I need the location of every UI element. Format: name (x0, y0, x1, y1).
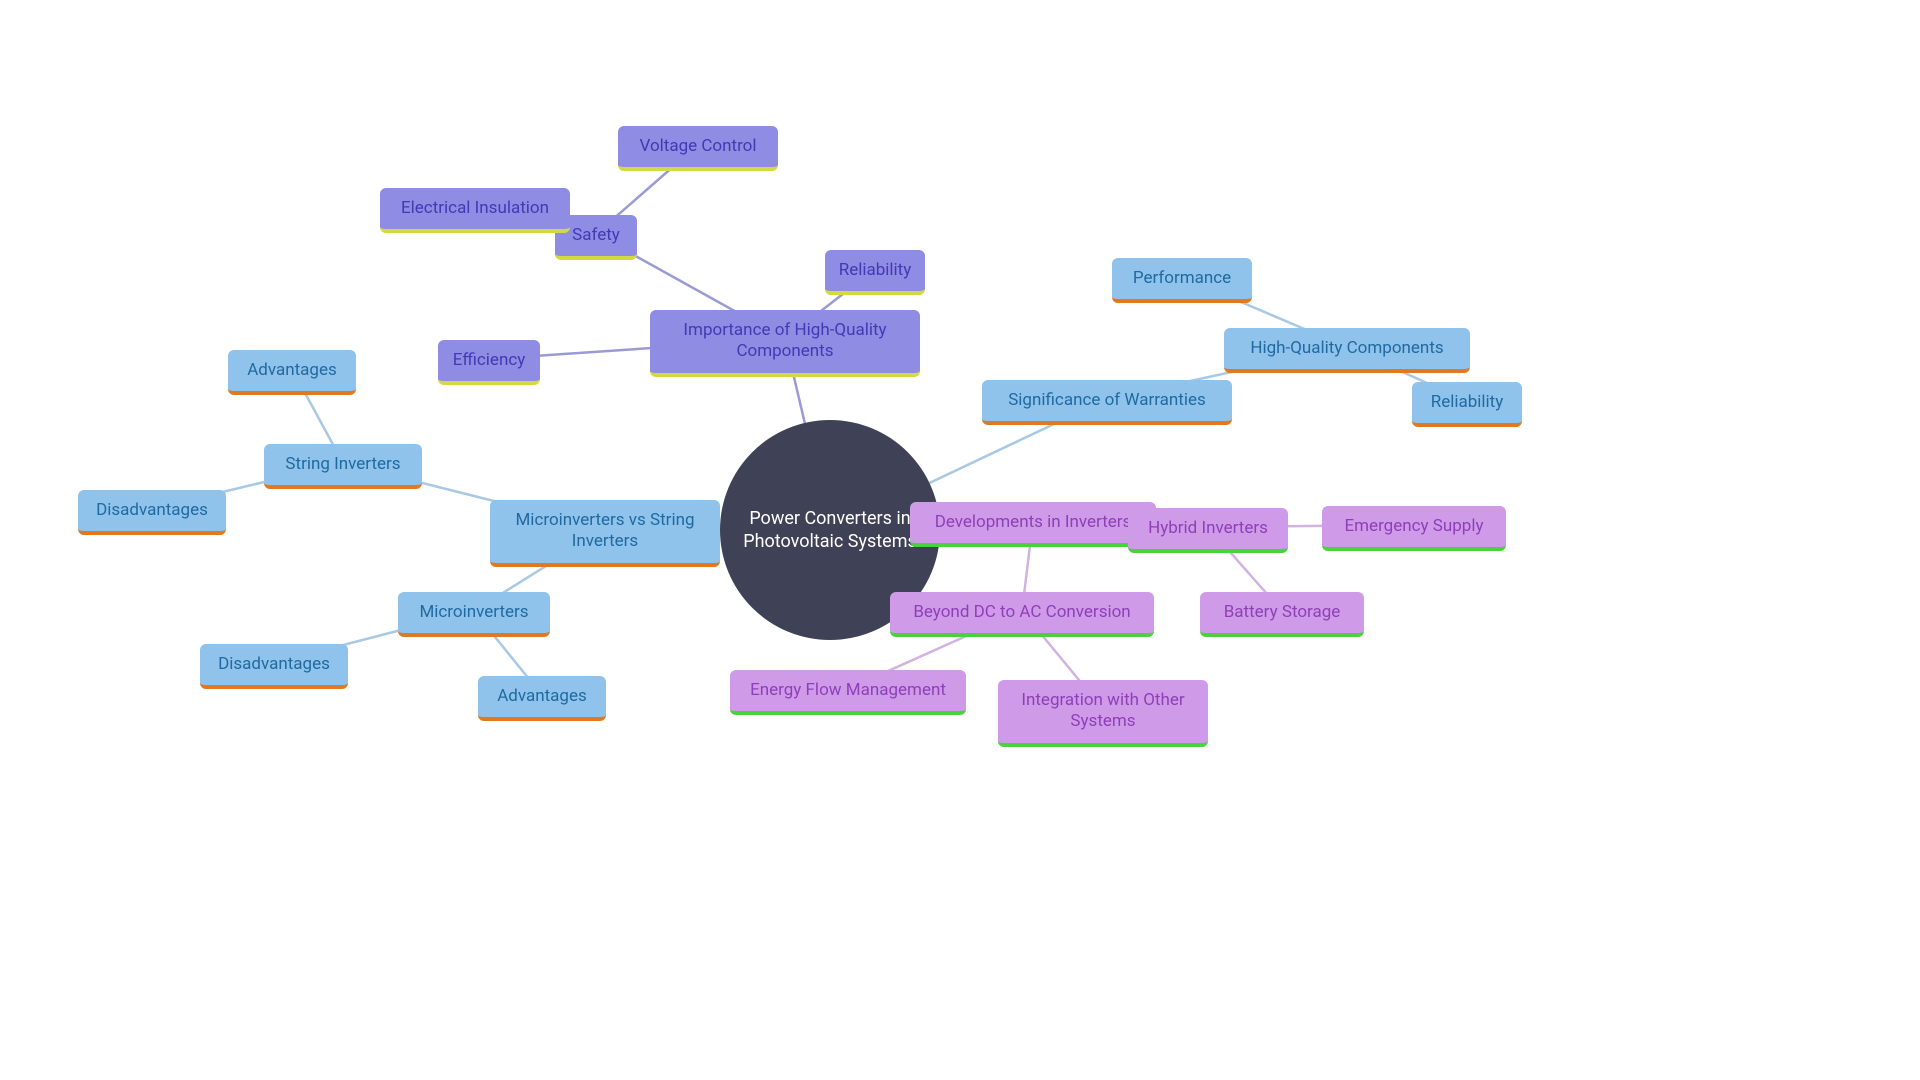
mindmap-node: Integration with Other Systems (998, 680, 1208, 747)
node-label: Microinverters (419, 602, 528, 623)
mindmap-node: Efficiency (438, 340, 540, 385)
mindmap-node: Emergency Supply (1322, 506, 1506, 551)
node-label: Reliability (839, 260, 912, 281)
node-label: Energy Flow Management (750, 680, 946, 701)
node-label: Efficiency (453, 350, 526, 371)
node-label: Emergency Supply (1344, 516, 1483, 537)
mindmap-node: Hybrid Inverters (1128, 508, 1288, 553)
node-label: String Inverters (285, 454, 400, 475)
node-label: Hybrid Inverters (1148, 518, 1268, 539)
mindmap-node: Reliability (825, 250, 925, 295)
node-label: Voltage Control (640, 136, 757, 157)
node-label: Beyond DC to AC Conversion (913, 602, 1130, 623)
node-label: Importance of High-Quality Components (668, 320, 902, 363)
mindmap-node: High-Quality Components (1224, 328, 1470, 373)
mindmap-node: Microinverters vs String Inverters (490, 500, 720, 567)
node-label: Significance of Warranties (1008, 390, 1206, 411)
mindmap-node: Advantages (478, 676, 606, 721)
mindmap-node: Electrical Insulation (380, 188, 570, 233)
mindmap-node: Significance of Warranties (982, 380, 1232, 425)
node-label: Reliability (1431, 392, 1504, 413)
mindmap-node: Beyond DC to AC Conversion (890, 592, 1154, 637)
node-label: Battery Storage (1224, 602, 1341, 623)
mindmap-node: Battery Storage (1200, 592, 1364, 637)
mindmap-node: Voltage Control (618, 126, 778, 171)
mindmap-node: Reliability (1412, 382, 1522, 427)
node-label: Advantages (497, 686, 587, 707)
node-label: Disadvantages (218, 654, 330, 675)
mindmap-node: Advantages (228, 350, 356, 395)
mindmap-node: Microinverters (398, 592, 550, 637)
node-label: Disadvantages (96, 500, 208, 521)
mindmap-node: Developments in Inverters (910, 502, 1156, 547)
node-label: High-Quality Components (1250, 338, 1443, 359)
node-label: Advantages (247, 360, 337, 381)
mindmap-node: Disadvantages (200, 644, 348, 689)
node-label: Microinverters vs String Inverters (508, 510, 702, 553)
node-label: Integration with Other Systems (1016, 690, 1190, 733)
mindmap-node: Disadvantages (78, 490, 226, 535)
mindmap-node: Energy Flow Management (730, 670, 966, 715)
mindmap-node: Performance (1112, 258, 1252, 303)
node-label: Developments in Inverters (935, 512, 1132, 533)
node-label: Electrical Insulation (401, 198, 549, 219)
mindmap-node: Importance of High-Quality Components (650, 310, 920, 377)
node-label: Safety (572, 225, 620, 246)
node-label: Performance (1133, 268, 1231, 289)
mindmap-node: String Inverters (264, 444, 422, 489)
center-label: Power Converters in Photovoltaic Systems (740, 507, 920, 554)
